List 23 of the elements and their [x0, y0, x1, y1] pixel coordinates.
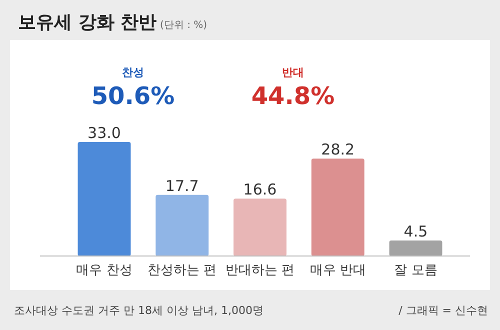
chart-subtitle: (단위 : %)	[160, 20, 208, 31]
data-label: 16.6	[243, 180, 277, 199]
bar	[389, 240, 442, 256]
text: 50.6%	[91, 82, 175, 110]
data-label: 28.2	[321, 140, 355, 159]
bar	[78, 142, 131, 256]
chart-title: 보유세 강화 찬반	[18, 12, 157, 33]
text: 조사대상 수도권 거주 만 18세 이상 남녀, 1,000명	[14, 304, 264, 317]
bar	[311, 158, 364, 256]
x-tick-label: 매우 반대	[310, 263, 366, 278]
text: 찬성	[122, 66, 144, 79]
text: 44.8%	[251, 82, 335, 110]
data-label: 4.5	[404, 222, 428, 240]
text: / 그래픽 = 신수현	[398, 304, 488, 317]
bar	[156, 194, 209, 256]
x-tick-label: 찬성하는 편	[148, 263, 217, 278]
x-tick-label: 매우 찬성	[76, 263, 132, 278]
x-tick-label: 잘 모름	[394, 263, 438, 278]
bar	[234, 198, 286, 256]
text: 반대	[282, 66, 304, 79]
data-label: 17.7	[165, 176, 199, 195]
x-tick-label: 반대하는 편	[225, 263, 295, 278]
data-label: 33.0	[88, 124, 121, 142]
